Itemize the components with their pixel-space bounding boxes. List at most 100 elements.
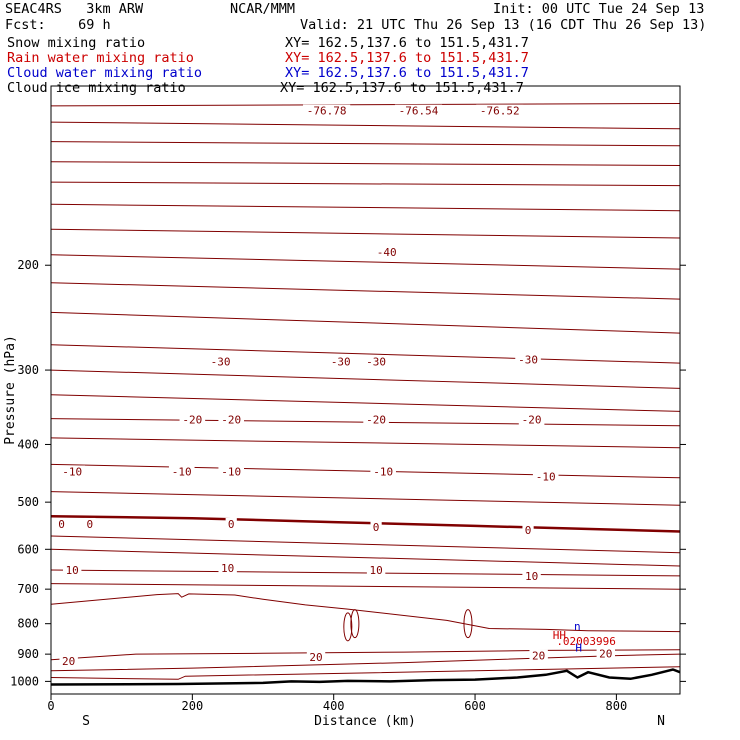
terrain-line (50, 668, 681, 686)
isotherm-label-bg (327, 355, 354, 368)
y-tick-label: 400 (17, 437, 39, 451)
isotherm-label: 10 (221, 562, 234, 575)
field-snow-name: Snow mixing ratio (7, 35, 146, 51)
isotherm-label: 10 (66, 564, 79, 577)
isotherm-line (50, 437, 681, 449)
isotherm-label: -30 (211, 355, 231, 368)
x-end-north: N (657, 714, 665, 729)
field-cloudwater-name: Cloud water mixing ratio (7, 65, 203, 81)
isotherm-line (50, 228, 681, 239)
isotherm-label: -10 (221, 465, 241, 478)
isotherm-label-bg (476, 104, 524, 117)
field-snow-xy: XY= 162.5,137.6 to 151.5,431.7 (285, 35, 529, 51)
isotherm-contours (50, 103, 681, 680)
isotherm-label: 20 (309, 651, 322, 664)
field-extremum-label: n (574, 620, 581, 633)
isotherm-line (50, 394, 681, 412)
isotherm-line (50, 181, 681, 187)
isotherm-label-bg (366, 563, 386, 576)
isotherm-label-bg (56, 517, 68, 530)
isotherm-label-bg (363, 413, 389, 426)
isotherm-line (50, 103, 681, 107)
isotherm-line (50, 583, 681, 590)
isotherm-label: -30 (331, 355, 351, 368)
isotherm-label: -10 (62, 465, 82, 478)
field-rain-name: Rain water mixing ratio (7, 50, 194, 66)
isotherm-label: 20 (599, 647, 612, 660)
isotherm-label-bg (522, 569, 541, 582)
isotherm-line (50, 593, 681, 633)
isotherm-line (50, 203, 681, 212)
isotherm-label: 0 (87, 518, 94, 531)
isotherm-label: 0 (58, 518, 65, 531)
x-tick-label: 200 (182, 699, 204, 713)
isotherm-label-bg (370, 465, 396, 478)
isotherm-label-bg (370, 520, 382, 533)
isotherm-label-bg (363, 355, 389, 368)
freezing-level-line (50, 514, 681, 533)
y-tick-label: 1000 (10, 674, 39, 688)
isotherm-label-bg (373, 245, 400, 258)
isotherm-label-bg (522, 524, 534, 537)
y-tick-label: 600 (17, 542, 39, 556)
field-cloudwater-xy: XY= 162.5,137.6 to 151.5,431.7 (285, 65, 529, 81)
isotherm-line (50, 666, 681, 680)
isotherm-label-bg (218, 413, 245, 426)
isotherm-line (50, 569, 681, 577)
isotherm-label: -10 (373, 465, 393, 478)
isotherm-label: 20 (62, 655, 75, 668)
header-fcst: Fcst: 69 h (5, 17, 111, 33)
isotherm-label: 10 (369, 564, 382, 577)
isotherm-label-bg (532, 470, 559, 483)
isotherm-label: -76.54 (399, 105, 439, 118)
isotherm-label: -30 (366, 355, 386, 368)
isotherm-label: 0 (373, 521, 380, 534)
terrain (50, 668, 681, 686)
isotherm-line (50, 121, 681, 130)
isotherm-label: -20 (182, 413, 202, 426)
header-init: Init: 00 UTC Tue 24 Sep 13 (493, 1, 705, 17)
isotherm-label-bg (84, 517, 96, 530)
x-end-south: S (82, 714, 90, 729)
plot-frame (50, 85, 681, 695)
isotherm-line (50, 369, 681, 389)
isotherm-label-bg (63, 563, 82, 576)
isotherm-line (50, 161, 681, 166)
cloud-cell-contour (350, 609, 360, 639)
isotherm-line (50, 463, 681, 479)
y-tick-label: 500 (17, 495, 39, 509)
y-axis-label: Pressure (hPa) (3, 335, 18, 445)
isotherm-line (50, 649, 681, 661)
cloud-cell-contour (343, 612, 353, 642)
isotherm-label: -10 (536, 471, 556, 484)
isotherm-label: -20 (221, 413, 241, 426)
isotherm-label-bg (596, 647, 615, 660)
cloud-cell-contour (463, 609, 473, 639)
field-cloudice-name: Cloud ice mixing ratio (7, 80, 186, 96)
isotherm-label: -20 (366, 413, 386, 426)
isotherm-label-bg (225, 517, 237, 530)
isotherm-label: -76.52 (480, 105, 520, 118)
field-rain-xy: XY= 162.5,137.6 to 151.5,431.7 (285, 50, 529, 66)
isotherm-line (50, 653, 681, 672)
header-model: SEAC4RS 3km ARW (5, 1, 144, 17)
isotherm-line (50, 548, 681, 567)
isotherm-label-bg (179, 413, 206, 426)
isotherm-label: 0 (228, 518, 235, 531)
header-valid: Valid: 21 UTC Thu 26 Sep 13 (16 CDT Thu … (300, 17, 707, 33)
isotherm-label-bg (218, 465, 245, 478)
x-tick-label: 0 (47, 699, 54, 713)
isotherm-line (50, 491, 681, 506)
x-tick-label: 400 (323, 699, 345, 713)
isotherm-line (50, 141, 681, 147)
x-tick-label: 600 (464, 699, 486, 713)
isotherm-label-bg (518, 413, 545, 426)
anomaly-labels: HH.02003996 nH (553, 620, 616, 654)
isotherm-label-bg (306, 650, 326, 663)
isotherm-label-bg (59, 655, 78, 668)
isotherm-label-bg (168, 465, 195, 478)
header-org: NCAR/MMM (230, 1, 296, 17)
isotherm-line (50, 254, 681, 270)
isotherm-line (50, 282, 681, 300)
